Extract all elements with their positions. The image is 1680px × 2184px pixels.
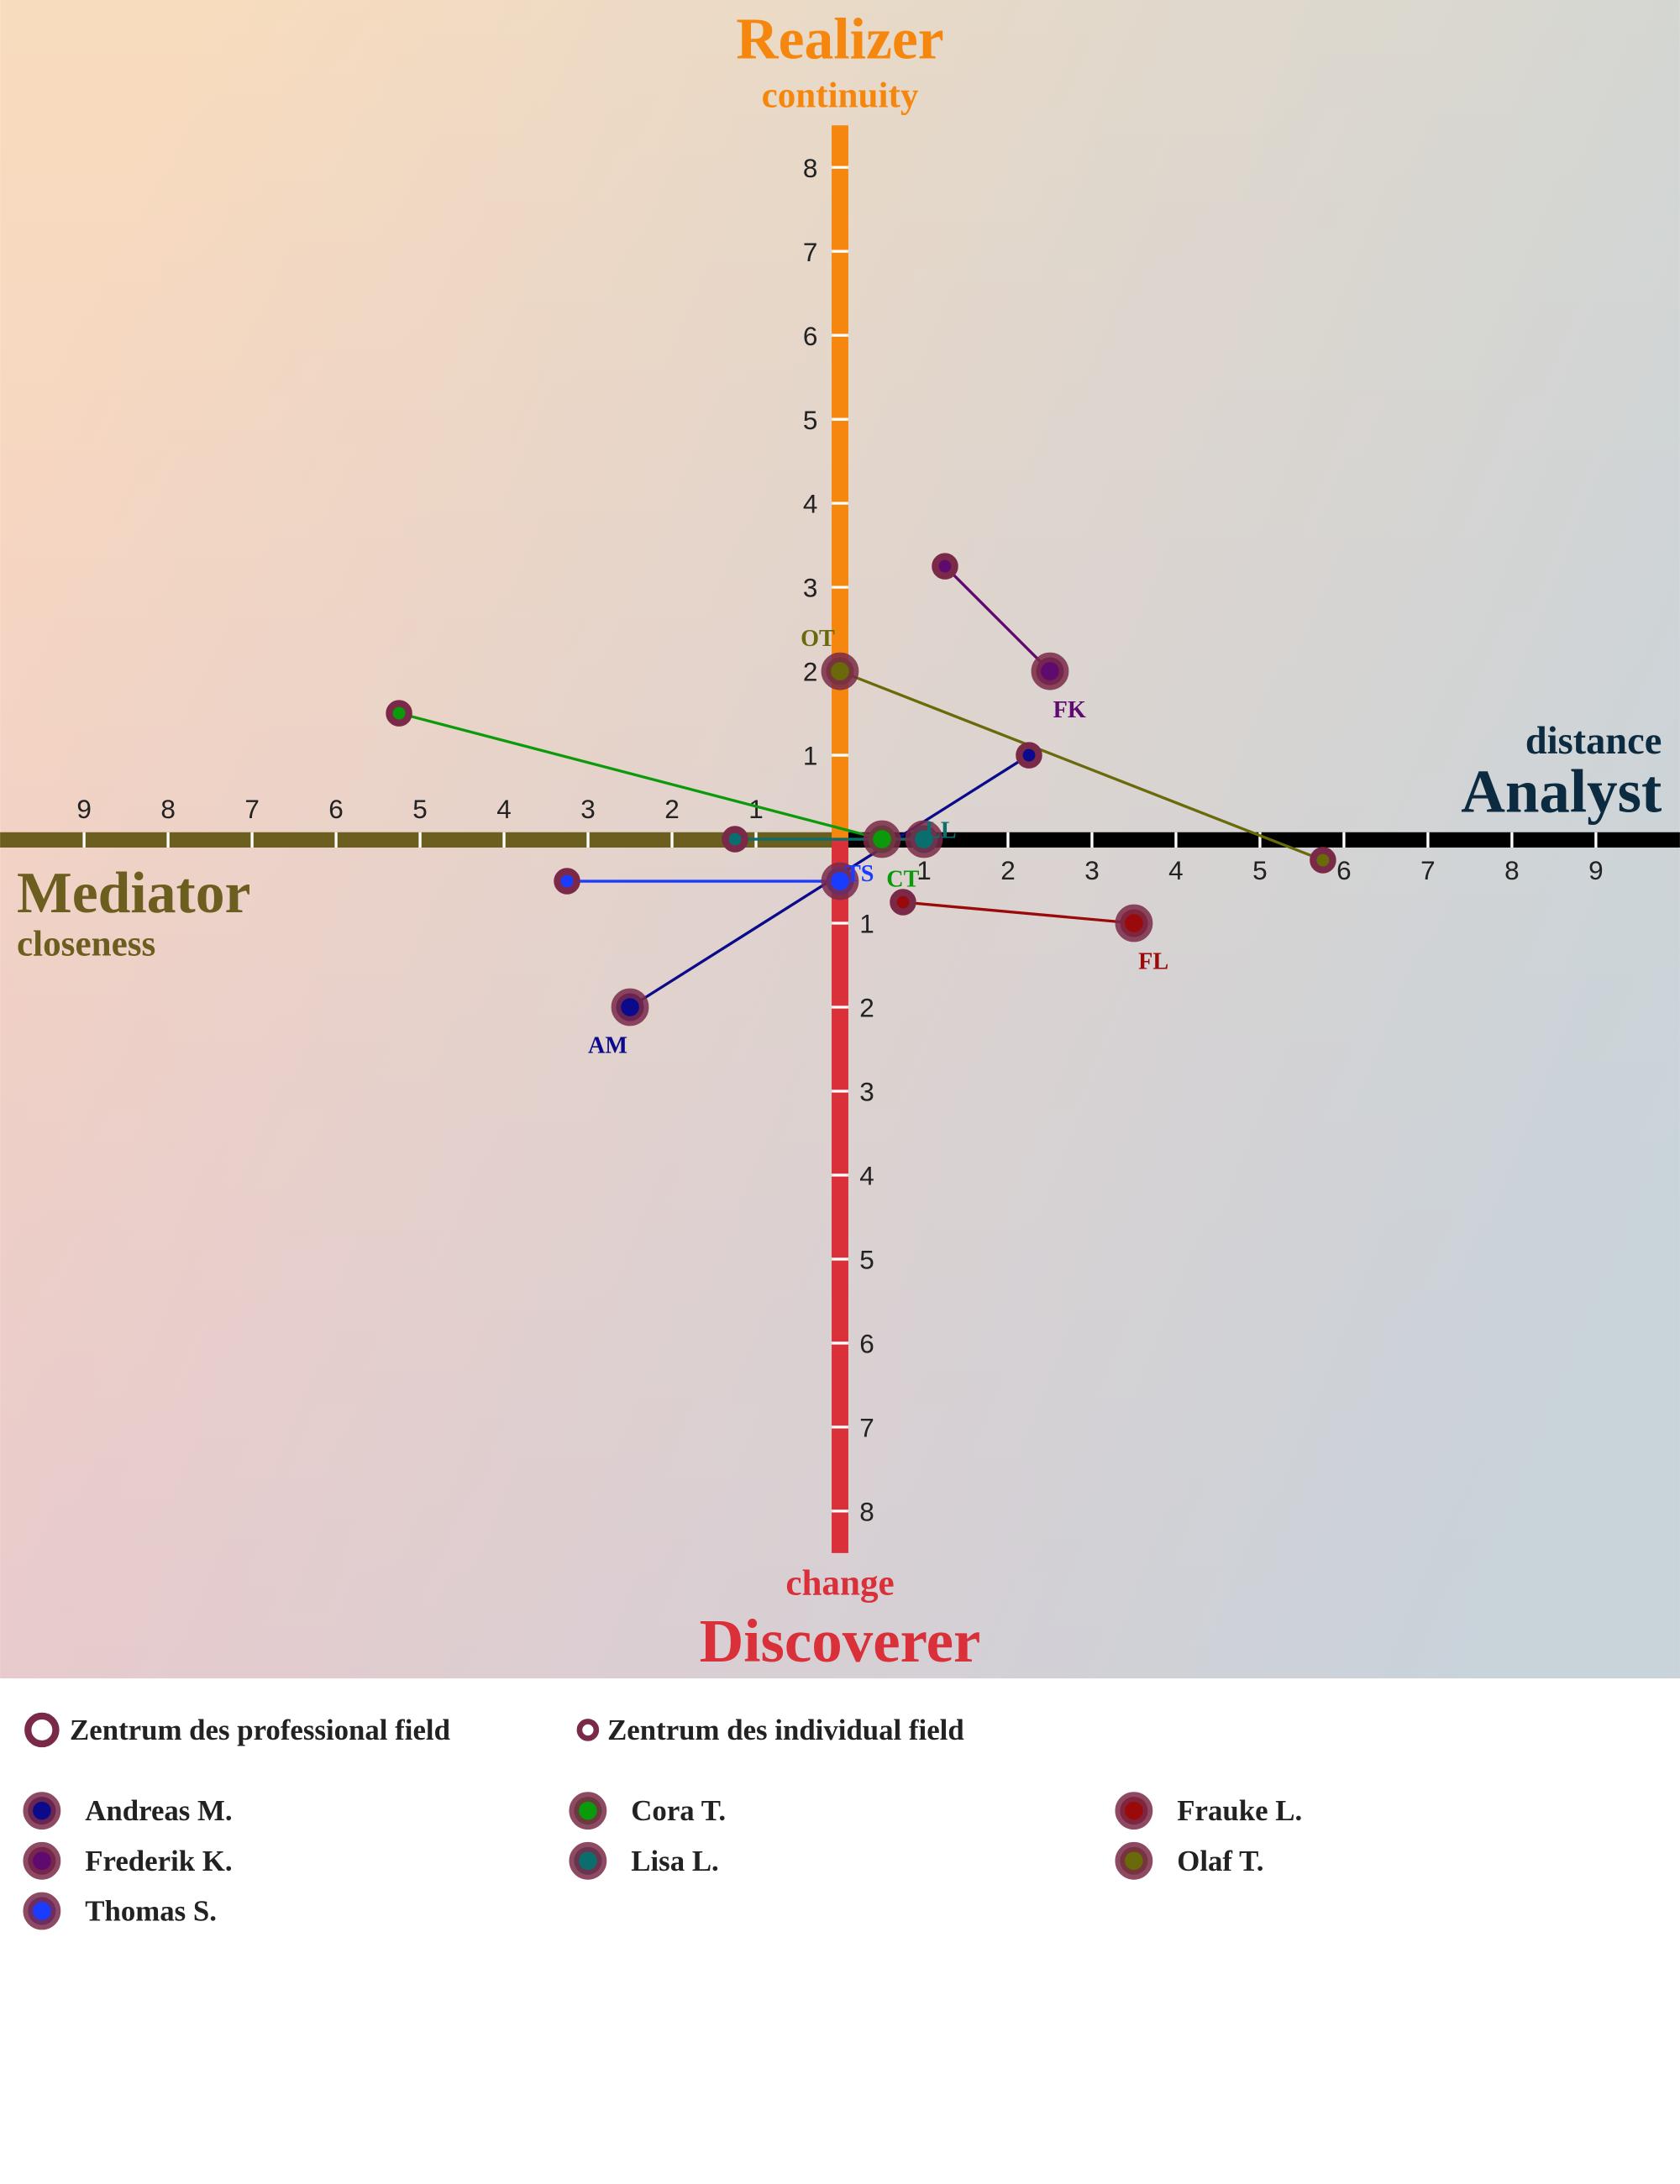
x-tick-label: 2 xyxy=(664,794,680,824)
axis-title: Realizer xyxy=(736,8,943,72)
connector xyxy=(943,564,1052,673)
point-label: AM xyxy=(588,1033,627,1059)
axis-bottom xyxy=(832,839,848,1553)
legend-label: Zentrum des professional field xyxy=(70,1714,450,1746)
legend-icon xyxy=(1115,1792,1153,1830)
legend-label: Andreas M. xyxy=(85,1794,232,1827)
professional-center xyxy=(905,820,943,858)
y-tick-label: 3 xyxy=(859,1077,874,1107)
axis-subtitle: continuity xyxy=(762,76,919,116)
y-tick-label: 8 xyxy=(803,153,818,183)
y-tick-label: 6 xyxy=(803,321,818,351)
individual-center xyxy=(1016,742,1042,769)
point-label: FL xyxy=(1138,949,1168,975)
x-tick-label: 3 xyxy=(1084,855,1100,885)
connector xyxy=(902,900,1135,925)
legend-label: Thomas S. xyxy=(85,1895,217,1928)
individual-center xyxy=(932,553,958,580)
legend-label: Olaf T. xyxy=(1177,1845,1263,1877)
x-tick-label: 4 xyxy=(496,794,512,824)
axis-subtitle: closeness xyxy=(17,925,155,964)
x-tick-label: 5 xyxy=(412,794,428,824)
y-tick-label: 7 xyxy=(859,1412,874,1442)
connector xyxy=(398,711,883,841)
legend-professional-icon xyxy=(24,1712,60,1748)
legend-label: Frauke L. xyxy=(1177,1794,1302,1827)
professional-center xyxy=(821,862,859,900)
point-label: FK xyxy=(1053,697,1086,723)
x-tick-label: 2 xyxy=(1000,855,1016,885)
legend-icon xyxy=(1115,1841,1153,1880)
individual-center xyxy=(554,868,580,895)
legend-label: Frederik K. xyxy=(85,1845,232,1877)
individual-center xyxy=(722,826,748,853)
professional-center xyxy=(863,820,901,858)
y-tick-label: 2 xyxy=(859,993,874,1023)
point-label: LL xyxy=(925,817,957,843)
y-tick-label: 5 xyxy=(859,1245,874,1275)
x-tick-label: 7 xyxy=(1420,855,1436,885)
plot: 9 8 7 6 5 4 3 2 1 1 2 3 4 5 6 7 8 9 8 7 6 5 4 3 2 1 1 2 3 4 5 6 7 8 Realiz… xyxy=(0,8,1680,1930)
x-tick-label: 1 xyxy=(916,855,932,885)
legend-label: Cora T. xyxy=(631,1794,726,1827)
y-tick-label: 1 xyxy=(803,741,818,771)
axis-subtitle: change xyxy=(785,1564,894,1604)
point-label: TS xyxy=(845,861,874,887)
legend-icon xyxy=(569,1792,607,1830)
x-tick-label: 9 xyxy=(1588,855,1604,885)
point-label: OT xyxy=(801,626,835,652)
legend-icon xyxy=(569,1841,607,1880)
individual-center xyxy=(386,700,412,727)
x-tick-label: 5 xyxy=(1252,855,1268,885)
x-tick-label: 7 xyxy=(244,794,260,824)
x-tick-label: 3 xyxy=(580,794,596,824)
legend-label: Lisa L. xyxy=(631,1845,718,1877)
axis-top xyxy=(832,125,848,840)
legend-icon xyxy=(23,1892,61,1930)
x-tick-label: 8 xyxy=(160,794,176,824)
axis-subtitle: distance xyxy=(1525,720,1662,763)
x-tick-label: 6 xyxy=(1336,855,1352,885)
y-tick-label: 6 xyxy=(859,1329,874,1359)
x-tick-label: 9 xyxy=(76,794,92,824)
y-tick-label: 1 xyxy=(859,909,874,939)
y-tick-label: 4 xyxy=(803,489,818,519)
x-tick-label: 1 xyxy=(748,794,764,824)
legend-label: Zentrum des individual field xyxy=(607,1714,964,1746)
x-tick-label: 6 xyxy=(328,794,344,824)
professional-center xyxy=(611,988,649,1026)
y-tick-label: 4 xyxy=(859,1161,874,1191)
legend-individual-icon xyxy=(576,1719,600,1741)
point-label: CT xyxy=(886,866,919,892)
y-tick-label: 7 xyxy=(803,237,818,267)
connector xyxy=(839,669,1324,862)
y-tick-label: 8 xyxy=(859,1496,874,1526)
axis-title: Discoverer xyxy=(700,1607,981,1675)
professional-center xyxy=(821,652,859,690)
y-tick-label: 5 xyxy=(803,405,818,435)
professional-center xyxy=(1031,652,1069,690)
axis-title: Analyst xyxy=(1461,758,1662,826)
x-tick-label: 8 xyxy=(1504,855,1520,885)
legend-icon xyxy=(23,1792,61,1830)
professional-center xyxy=(1115,904,1153,942)
axis-title: Mediator xyxy=(17,861,250,926)
y-tick-label: 2 xyxy=(803,657,818,687)
individual-center xyxy=(1310,847,1336,874)
legend-icon xyxy=(23,1841,61,1880)
x-tick-label: 4 xyxy=(1168,855,1184,885)
individual-center xyxy=(890,889,916,916)
y-tick-label: 3 xyxy=(803,573,818,603)
